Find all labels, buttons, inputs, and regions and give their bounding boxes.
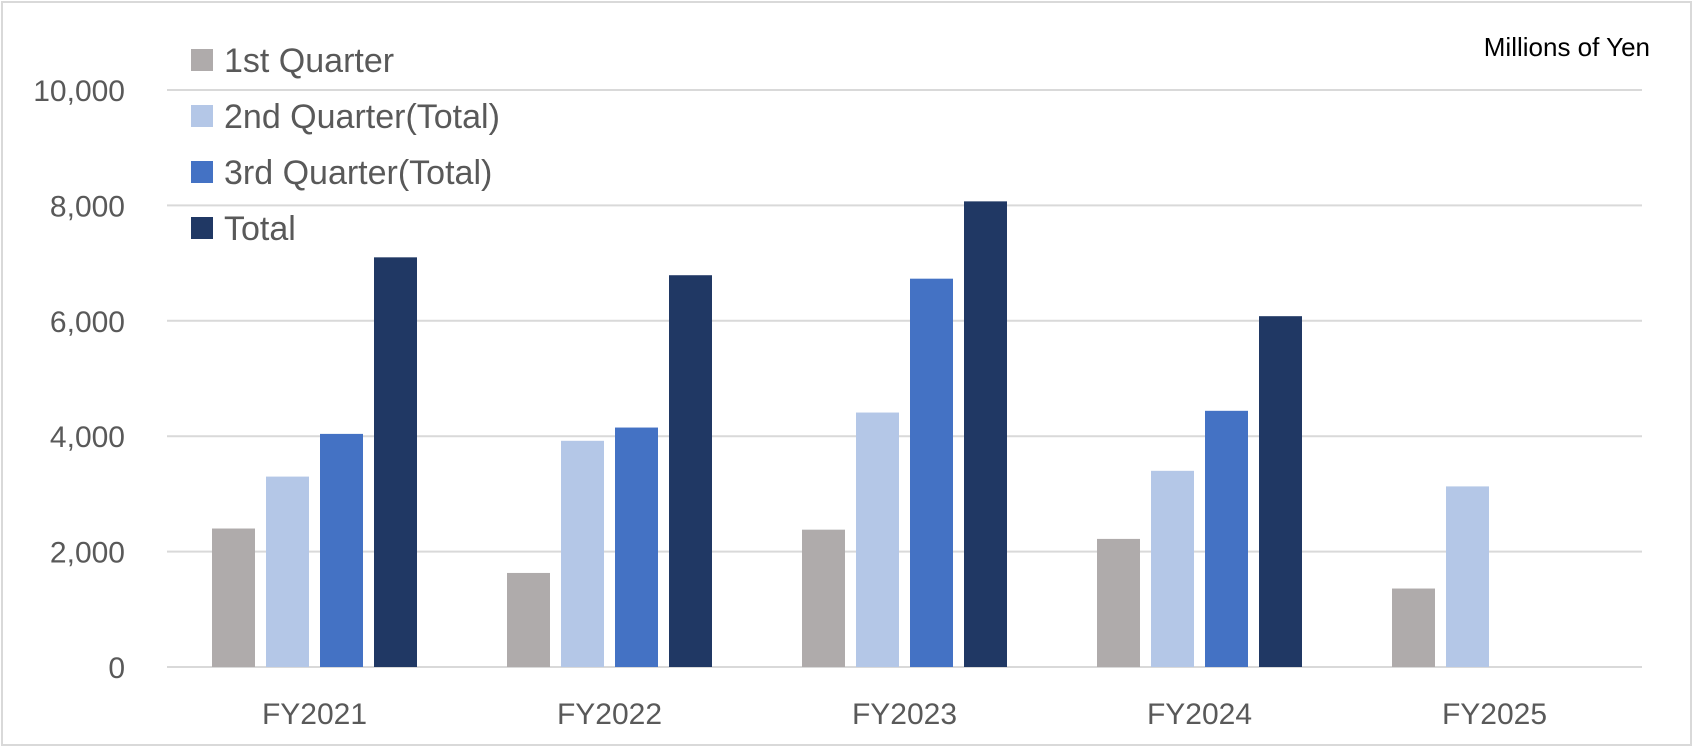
bar — [212, 528, 255, 667]
bar — [561, 440, 604, 667]
bar — [374, 257, 417, 667]
bar — [1446, 486, 1489, 667]
y-tick-label: 8,000 — [50, 190, 125, 223]
legend-label: 3rd Quarter(Total) — [224, 154, 492, 192]
bar — [910, 278, 953, 667]
legend-swatch — [191, 105, 213, 127]
legend: 1st Quarter 2nd Quarter(Total) 3rd Quarter… — [191, 42, 500, 248]
y-tick-label: 2,000 — [50, 537, 125, 570]
x-axis-ticks: FY2021 FY2022 FY2023 FY2024 FY2025 — [262, 698, 1547, 731]
bar — [615, 427, 658, 667]
bar — [320, 433, 363, 667]
y-axis-ticks: 0 2,000 4,000 6,000 8,000 10,000 — [33, 75, 125, 685]
y-tick-label: 4,000 — [50, 421, 125, 454]
bar — [266, 476, 309, 667]
x-tick-label: FY2024 — [1147, 698, 1252, 731]
bar — [856, 412, 899, 667]
legend-swatch — [191, 161, 213, 183]
bar — [507, 572, 550, 667]
x-tick-label: FY2022 — [557, 698, 662, 731]
bar — [669, 275, 712, 667]
unit-label: Millions of Yen — [1484, 32, 1650, 62]
bars — [212, 201, 1489, 667]
y-tick-label: 10,000 — [33, 75, 125, 108]
x-tick-label: FY2023 — [852, 698, 957, 731]
bar — [964, 201, 1007, 667]
bar — [1097, 538, 1140, 667]
y-tick-label: 0 — [108, 652, 125, 685]
legend-label: Total — [224, 210, 296, 248]
x-tick-label: FY2025 — [1442, 698, 1547, 731]
y-tick-label: 6,000 — [50, 306, 125, 339]
bar — [1205, 410, 1248, 667]
legend-label: 1st Quarter — [224, 42, 394, 80]
legend-label: 2nd Quarter(Total) — [224, 98, 500, 136]
bar — [1259, 316, 1302, 667]
x-tick-label: FY2021 — [262, 698, 367, 731]
bar — [1392, 588, 1435, 667]
bar — [802, 529, 845, 667]
legend-swatch — [191, 217, 213, 239]
bar — [1151, 470, 1194, 667]
legend-swatch — [191, 49, 213, 71]
